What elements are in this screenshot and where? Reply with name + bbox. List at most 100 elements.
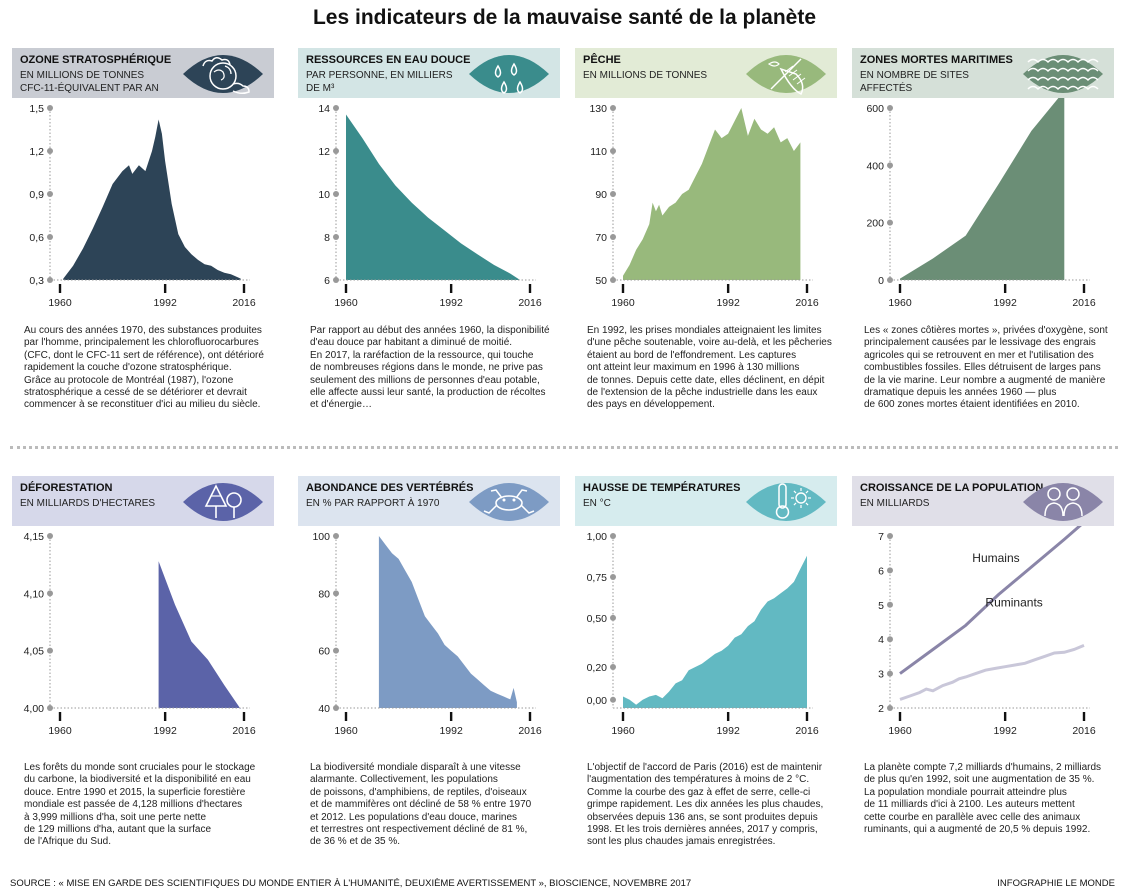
panel-title: PÊCHE [583,54,621,66]
x-tick-label: 1992 [439,297,463,309]
chart-panel: DÉFORESTATION EN MILLIARDS D'HECTARES 4,00… [12,476,274,876]
y-tick-label: 40 [318,703,330,715]
y-tick-label: 0,3 [29,275,44,287]
x-tick-label: 1960 [888,297,912,309]
panel-title: ABONDANCE DES VERTÉBRÉS [306,482,474,494]
x-tick-label: 1960 [611,725,635,737]
y-tick-label: 7 [878,531,884,543]
y-tick-label: 4,05 [24,646,45,658]
area-series [900,98,1065,280]
panel-description: Par rapport au début des années 1960, la… [310,325,550,411]
x-tick-mark [449,284,453,293]
x-tick-label: 2016 [232,725,256,737]
y-tick-label: 0,6 [29,232,44,244]
y-tick-label: 4,15 [24,531,45,543]
y-tick-dot [333,647,339,654]
y-tick-dot [610,614,616,621]
y-tick-dot [887,670,893,677]
y-tick-dot [887,567,893,574]
panel-title: OZONE STRATOSPHÉRIQUE [20,54,172,66]
y-tick-dot [610,664,616,671]
panel-description: La planète compte 7,2 milliards d'humain… [864,762,1102,836]
area-series [378,536,517,708]
panel-unit: EN °C [583,498,611,509]
y-tick-label: 6 [878,565,884,577]
y-tick-dot [333,234,339,240]
y-tick-dot [47,191,53,197]
people-icon [1023,483,1103,521]
x-tick-mark [898,712,902,721]
credit-note: INFOGRAPHIE LE MONDE [997,878,1115,889]
x-tick-label: 1960 [888,725,912,737]
y-tick-dot [333,590,339,597]
area-series [623,108,801,280]
x-tick-label: 2016 [232,297,256,309]
x-tick-mark [621,284,625,293]
x-tick-mark [528,712,532,721]
panel-title: RESSOURCES EN EAU DOUCE [306,54,471,66]
y-tick-label: 0,50 [587,613,608,625]
y-tick-label: 1,2 [29,146,44,158]
x-tick-mark [726,712,730,721]
series-line [899,644,1085,701]
x-tick-mark [1082,712,1086,721]
chart-svg: 0,00 0,20 0,50 0,75 1,00 1960 1992 2016 [587,531,819,737]
y-tick-dot [610,105,616,111]
y-tick-label: 0,75 [587,572,608,584]
x-tick-label: 1992 [439,725,463,737]
series-label: Ruminants [985,596,1042,610]
panel-title: CROISSANCE DE LA POPULATION [860,482,1044,494]
panel-header: DÉFORESTATION EN MILLIARDS D'HECTARES [12,476,274,526]
series-line [899,526,1082,675]
y-tick-label: 0,9 [29,189,44,201]
panel-header: CROISSANCE DE LA POPULATION EN MILLIARDS [852,476,1114,526]
area-series [623,555,807,708]
x-tick-label: 1992 [153,725,177,737]
x-tick-label: 2016 [518,725,542,737]
x-tick-label: 2016 [1072,297,1096,309]
panel-header: ABONDANCE DES VERTÉBRÉS EN % PAR RAPPORT … [298,476,560,526]
x-tick-mark [1003,712,1007,721]
area-series [346,114,521,280]
area-series [63,119,241,280]
y-tick-dot [47,647,53,654]
page-title: Les indicateurs de la mauvaise santé de … [312,6,817,29]
x-tick-label: 1960 [48,725,72,737]
panel-header: HAUSSE DE TEMPÉRATURES EN °C [575,476,837,526]
x-tick-label: 1992 [993,297,1017,309]
y-tick-label: 400 [866,160,884,172]
y-tick-dot [610,191,616,197]
y-tick-dot [47,105,53,111]
y-tick-label: 6 [324,275,330,287]
panel-unit: EN MILLIONS DE TONNES CFC-11-ÉQUIVALENT … [20,70,159,94]
thermometer-sun-icon [746,483,826,521]
x-tick-label: 1992 [993,725,1017,737]
waves-icon [1023,55,1103,93]
y-tick-label: 4,00 [24,703,45,715]
trees-icon [183,483,263,521]
frog-icon [469,483,549,521]
x-tick-label: 1960 [611,297,635,309]
panel-unit: EN MILLIONS DE TONNES [583,70,708,81]
x-tick-label: 1960 [48,297,72,309]
chart-panel: CROISSANCE DE LA POPULATION EN MILLIARDS H… [852,476,1114,876]
x-tick-mark [58,284,62,293]
x-tick-label: 2016 [518,297,542,309]
y-tick-label: 600 [866,103,884,115]
y-tick-dot [610,148,616,154]
x-tick-mark [58,712,62,721]
chart-svg: 4,00 4,05 4,10 4,15 1960 1992 2016 [24,531,256,737]
y-tick-dot [333,148,339,154]
y-tick-label: 50 [595,275,607,287]
chart-panel: RESSOURCES EN EAU DOUCE PAR PERSONNE, EN … [298,48,560,448]
x-tick-label: 1992 [716,725,740,737]
x-tick-mark [344,284,348,293]
y-tick-label: 2 [878,703,884,715]
y-tick-label: 60 [318,646,330,658]
x-tick-label: 2016 [795,725,819,737]
panel-title: HAUSSE DE TEMPÉRATURES [583,482,741,494]
chart-panel: ABONDANCE DES VERTÉBRÉS EN % PAR RAPPORT … [298,476,560,876]
y-tick-label: 3 [878,669,884,681]
panel-description: La biodiversité mondiale disparaît à une… [310,762,532,848]
y-tick-label: 1,5 [29,103,44,115]
